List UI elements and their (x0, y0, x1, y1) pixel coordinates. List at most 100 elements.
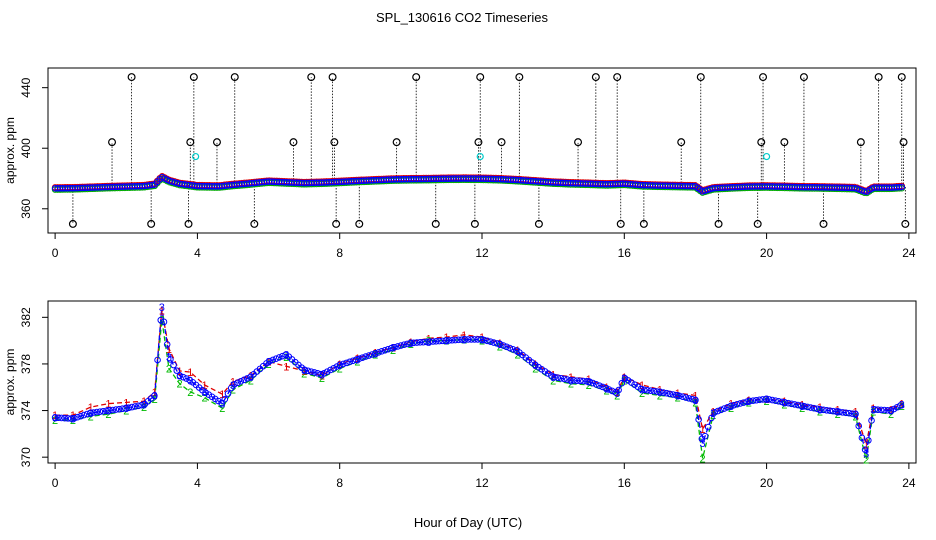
series-3-marker-label: 3 (614, 388, 620, 400)
series-3-marker (724, 403, 731, 411)
top-baseline-blue-point (579, 180, 587, 187)
series-3-marker (477, 336, 485, 343)
series-3-marker (711, 409, 718, 416)
series-3-marker (833, 408, 840, 415)
top-baseline-blue-point (676, 182, 684, 190)
series-3-marker (307, 368, 315, 375)
series-3-marker (881, 406, 888, 414)
series-3-marker (314, 370, 321, 377)
top-baseline-blue-point (400, 175, 408, 183)
top-baseline-blue-point (343, 178, 350, 185)
series-3-marker (567, 376, 574, 384)
series-3-marker (749, 397, 757, 404)
series-2-marker-label: 2 (319, 373, 325, 385)
top-baseline-blue-point (826, 184, 833, 191)
series-1-marker-label: 1 (301, 366, 307, 378)
top-baseline-blue-point (69, 184, 76, 192)
top-baseline-blue-point (614, 180, 622, 188)
top-spike-point (819, 219, 828, 228)
top-baseline-blue-point (360, 177, 368, 184)
series-3-marker (339, 360, 347, 368)
series-1-marker-label: 1 (283, 361, 289, 373)
top-spike-point (639, 219, 648, 228)
series-3-marker (807, 404, 815, 411)
top-baseline-blue-point (597, 180, 604, 188)
top-spike-point (780, 138, 789, 147)
top-baseline-blue-point (238, 180, 246, 188)
series-1-marker-label: 1 (621, 372, 627, 384)
series-3-marker (583, 377, 590, 385)
top-baseline-blue-point (89, 184, 96, 191)
top-baseline-blue-point (806, 183, 813, 191)
series-3-marker (67, 415, 75, 422)
top-baseline-blue-point (305, 179, 313, 187)
series-3-marker (58, 414, 65, 422)
top-baseline-blue-point (816, 183, 823, 191)
series-3-marker (858, 434, 866, 442)
top-baseline-blue-point (373, 176, 380, 184)
top-baseline-blue-point (776, 183, 784, 190)
series-2-marker-label: 2 (639, 388, 645, 400)
series-3-marker (119, 405, 126, 413)
top-baseline-blue-point (522, 177, 530, 184)
top-baseline-blue-point (425, 175, 432, 183)
top-baseline-blue-point (544, 178, 552, 186)
bottom-x-tick-label: 8 (336, 476, 343, 490)
series-3-marker-label: 3 (123, 403, 129, 415)
top-baseline-blue-point (554, 179, 562, 186)
top-baseline-blue-point (278, 178, 286, 186)
top-spike-point (412, 73, 421, 82)
series-3-marker (570, 377, 578, 384)
top-baseline-blue-point (487, 175, 495, 183)
top-baseline-blue-point (380, 176, 388, 184)
top-spike-point (901, 219, 910, 228)
series-3-marker (586, 378, 594, 386)
top-baseline-blue-point (410, 175, 417, 183)
series-3-marker (791, 401, 798, 408)
series-3-marker-label: 3 (799, 401, 805, 413)
figure-title: SPL_130616 CO2 Timeseries (376, 10, 548, 25)
top-baseline-blue-point (221, 182, 228, 190)
series-3-marker (897, 402, 904, 409)
top-baseline-blue-point (101, 183, 109, 191)
series-3-marker-label: 3 (219, 399, 225, 411)
series-2-marker-label: 2 (532, 364, 538, 376)
top-spike-point (753, 219, 762, 228)
series-1-marker-label: 1 (699, 424, 705, 436)
series-2-marker-label: 2 (603, 386, 609, 398)
top-baseline-blue-point (338, 178, 345, 186)
series-3-marker (135, 402, 142, 410)
top-baseline-blue-point (729, 183, 736, 191)
top-baseline-blue-point (260, 178, 268, 186)
series-3-marker (493, 340, 501, 347)
series-3-marker-label: 3 (159, 302, 165, 314)
top-baseline-blue-point (375, 176, 383, 184)
top-baseline-blue-point (873, 184, 881, 191)
series-3-marker (704, 423, 712, 431)
series-3-marker (836, 408, 843, 416)
series-3-marker (426, 338, 434, 346)
top-baseline-blue-point (771, 183, 779, 190)
series-3-marker (596, 382, 603, 389)
series-3-marker-label: 3 (657, 387, 663, 399)
top-baseline-blue-point (512, 176, 520, 184)
series-1-marker-label: 1 (870, 403, 876, 415)
top-baseline-blue-point (315, 179, 323, 186)
top-baseline-blue-point (131, 183, 139, 190)
top-baseline-blue-point (211, 183, 218, 190)
series-1-marker-label: 1 (265, 357, 271, 369)
series-3-marker (480, 336, 488, 344)
series-3-marker (743, 398, 750, 406)
top-baseline-blue-point (798, 183, 806, 191)
top-baseline-blue-point (659, 182, 667, 189)
top-baseline-blue-point (415, 175, 422, 183)
top-baseline-blue-point (124, 183, 131, 190)
series-1-marker-label: 1 (799, 400, 805, 412)
series-3-marker-label: 3 (532, 360, 538, 372)
series-3-marker (179, 373, 187, 381)
top-spike-point (355, 219, 364, 228)
top-baseline-blue-point (293, 179, 300, 187)
top-baseline-blue-point (104, 183, 111, 191)
series-1-marker-label: 1 (201, 380, 207, 392)
series-3-marker (496, 340, 504, 348)
